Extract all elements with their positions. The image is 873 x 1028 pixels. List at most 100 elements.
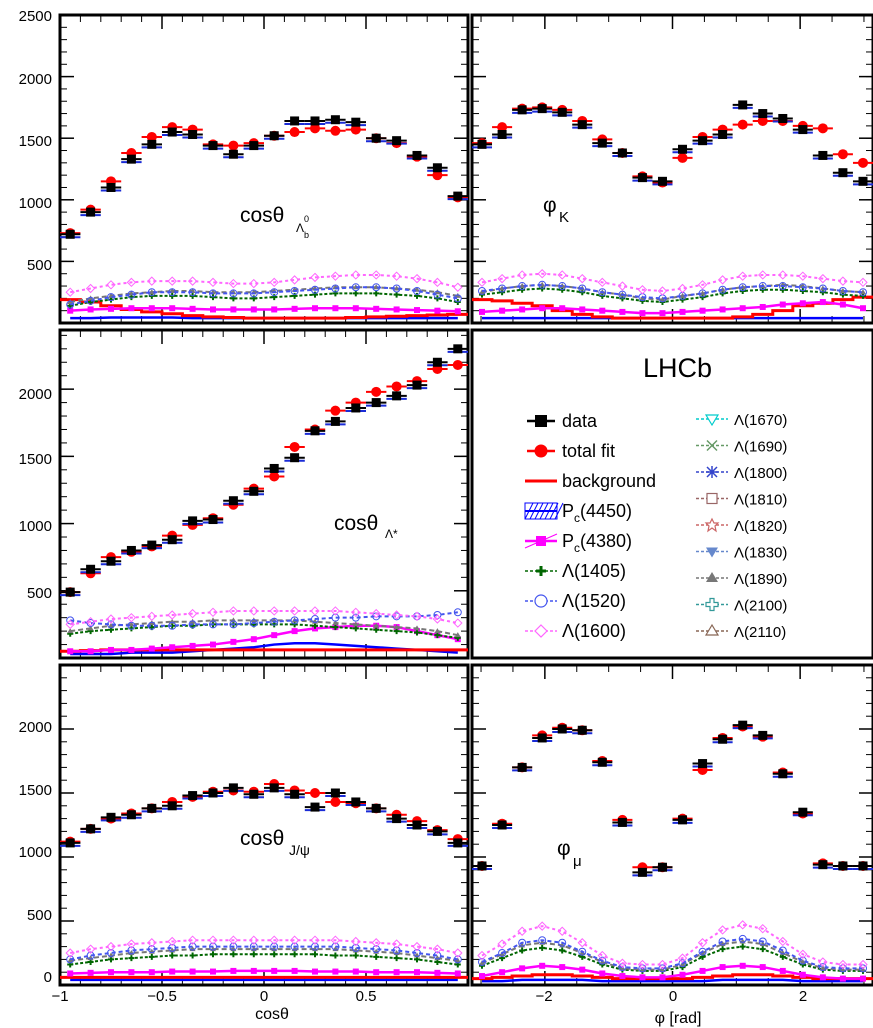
legend-marker xyxy=(536,536,546,546)
series-point xyxy=(230,967,237,974)
panel-phi-mu-frame xyxy=(470,663,873,987)
data-point xyxy=(517,105,527,115)
data-point xyxy=(698,759,708,769)
series-point xyxy=(537,921,547,931)
legend-item: Λ(2110) xyxy=(696,623,786,641)
series-point xyxy=(577,273,587,284)
series-point xyxy=(454,970,461,977)
series-point xyxy=(558,282,567,291)
data-point xyxy=(432,826,442,836)
series-point xyxy=(87,648,94,655)
data-point xyxy=(738,100,748,110)
series-point xyxy=(393,306,400,313)
series-point xyxy=(819,974,826,981)
data-point xyxy=(758,730,768,740)
data-point xyxy=(537,104,547,114)
series-point xyxy=(597,277,608,288)
series-point xyxy=(738,283,747,292)
series-point xyxy=(230,951,237,958)
series-point xyxy=(499,969,506,976)
series-point xyxy=(453,608,462,617)
data-point xyxy=(657,862,667,872)
series-point xyxy=(599,970,606,977)
fit-point xyxy=(269,471,280,482)
series-point xyxy=(393,291,400,298)
series-point xyxy=(453,948,463,958)
data-point xyxy=(351,117,361,127)
data-point xyxy=(269,783,279,793)
data-point xyxy=(432,163,442,173)
data-point xyxy=(86,207,96,217)
data-point xyxy=(249,486,259,496)
y-tick-label: 500 xyxy=(27,907,52,924)
series-point xyxy=(657,959,668,970)
panel-label-phi-mu: φ μ xyxy=(557,837,582,870)
series-point xyxy=(352,305,359,312)
series-point xyxy=(637,959,648,970)
series-point xyxy=(618,290,627,299)
series-point xyxy=(538,936,547,945)
series-point xyxy=(291,951,298,958)
series-point xyxy=(291,967,298,974)
legend-item: Pc(4380) xyxy=(524,531,632,555)
series-point xyxy=(250,295,257,302)
data-point xyxy=(718,130,728,140)
series-point xyxy=(413,949,421,957)
series-point xyxy=(737,920,748,930)
series-point xyxy=(557,926,567,936)
legend-marker xyxy=(534,624,548,638)
fit-point xyxy=(330,405,341,416)
series-point xyxy=(858,959,868,970)
y-tick-label: 2000 xyxy=(19,71,52,88)
series-point xyxy=(107,293,115,302)
series-point xyxy=(697,938,708,948)
fit-point xyxy=(837,149,848,160)
series-point xyxy=(432,614,443,624)
series-point xyxy=(697,280,708,290)
series-point xyxy=(352,621,359,627)
series-point xyxy=(65,287,75,297)
x-tick-label: 0 xyxy=(669,988,677,1005)
series-point xyxy=(539,962,546,969)
series-point xyxy=(271,967,278,974)
panel-label-main: cosθ xyxy=(334,512,378,535)
data-point xyxy=(432,357,442,367)
series-point xyxy=(148,645,155,652)
series-point xyxy=(269,277,279,288)
data-point xyxy=(838,168,848,178)
series-point xyxy=(372,283,381,292)
series-point xyxy=(778,282,787,291)
series-point xyxy=(128,646,135,653)
series-point xyxy=(85,283,96,294)
data-point xyxy=(147,803,157,813)
series-point xyxy=(371,608,381,619)
series-point xyxy=(271,951,278,958)
series-point xyxy=(230,306,237,313)
legend-label: Λ(1810) xyxy=(734,492,787,509)
series-point xyxy=(210,306,216,313)
legend-item: Λ(2100) xyxy=(696,598,787,615)
data-point xyxy=(497,130,507,140)
legend-item: Λ(1690) xyxy=(696,439,787,456)
series-point xyxy=(678,959,687,968)
series-line xyxy=(481,945,864,972)
series-point xyxy=(208,277,218,288)
panel-cos-theta-lb xyxy=(60,115,468,320)
legend-marker xyxy=(706,439,718,452)
y-tick-label: 1500 xyxy=(19,782,52,799)
fit-point xyxy=(330,796,341,807)
series-point xyxy=(559,305,566,312)
series-point xyxy=(454,308,461,315)
data-point xyxy=(269,131,279,141)
data-point xyxy=(412,150,422,160)
series-point xyxy=(478,973,485,980)
data-point xyxy=(537,733,547,743)
series-point xyxy=(717,925,728,935)
series-point xyxy=(778,270,788,280)
legend-marker xyxy=(704,623,720,636)
series-point xyxy=(738,934,747,943)
series-point xyxy=(351,283,360,292)
legend-label: Pc(4450) xyxy=(562,501,632,525)
legend: data total fit background Pc(4450) Pc(4380) Λ… xyxy=(524,411,787,641)
series-point xyxy=(108,622,114,628)
